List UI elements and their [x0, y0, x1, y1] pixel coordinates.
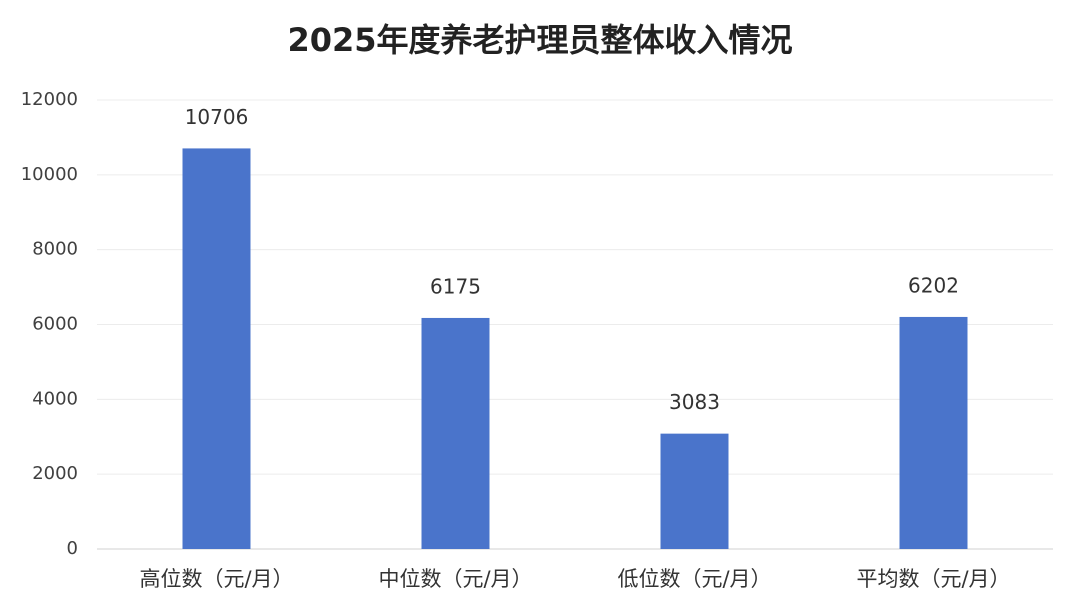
y-tick-label: 4000: [32, 388, 78, 409]
x-tick-label: 低位数（元/月）: [617, 567, 771, 591]
data-label: 10706: [185, 105, 249, 129]
x-tick-label: 平均数（元/月）: [856, 567, 1010, 591]
y-tick-label: 8000: [32, 239, 78, 260]
x-tick-label: 高位数（元/月）: [139, 567, 293, 591]
y-tick-label: 0: [67, 538, 78, 559]
bar: [899, 316, 968, 549]
x-tick-label: 中位数（元/月）: [378, 567, 532, 591]
y-tick-label: 12000: [21, 89, 78, 110]
bar: [421, 317, 490, 549]
y-tick-label: 6000: [32, 314, 78, 335]
chart-title: 2025年度养老护理员整体收入情况: [287, 21, 792, 59]
bar: [660, 433, 729, 549]
y-tick-label: 10000: [21, 164, 78, 185]
data-label: 3083: [669, 390, 720, 414]
bar: [182, 148, 251, 549]
y-tick-label: 2000: [32, 463, 78, 484]
data-label: 6202: [908, 273, 959, 297]
data-label: 6175: [430, 274, 481, 298]
